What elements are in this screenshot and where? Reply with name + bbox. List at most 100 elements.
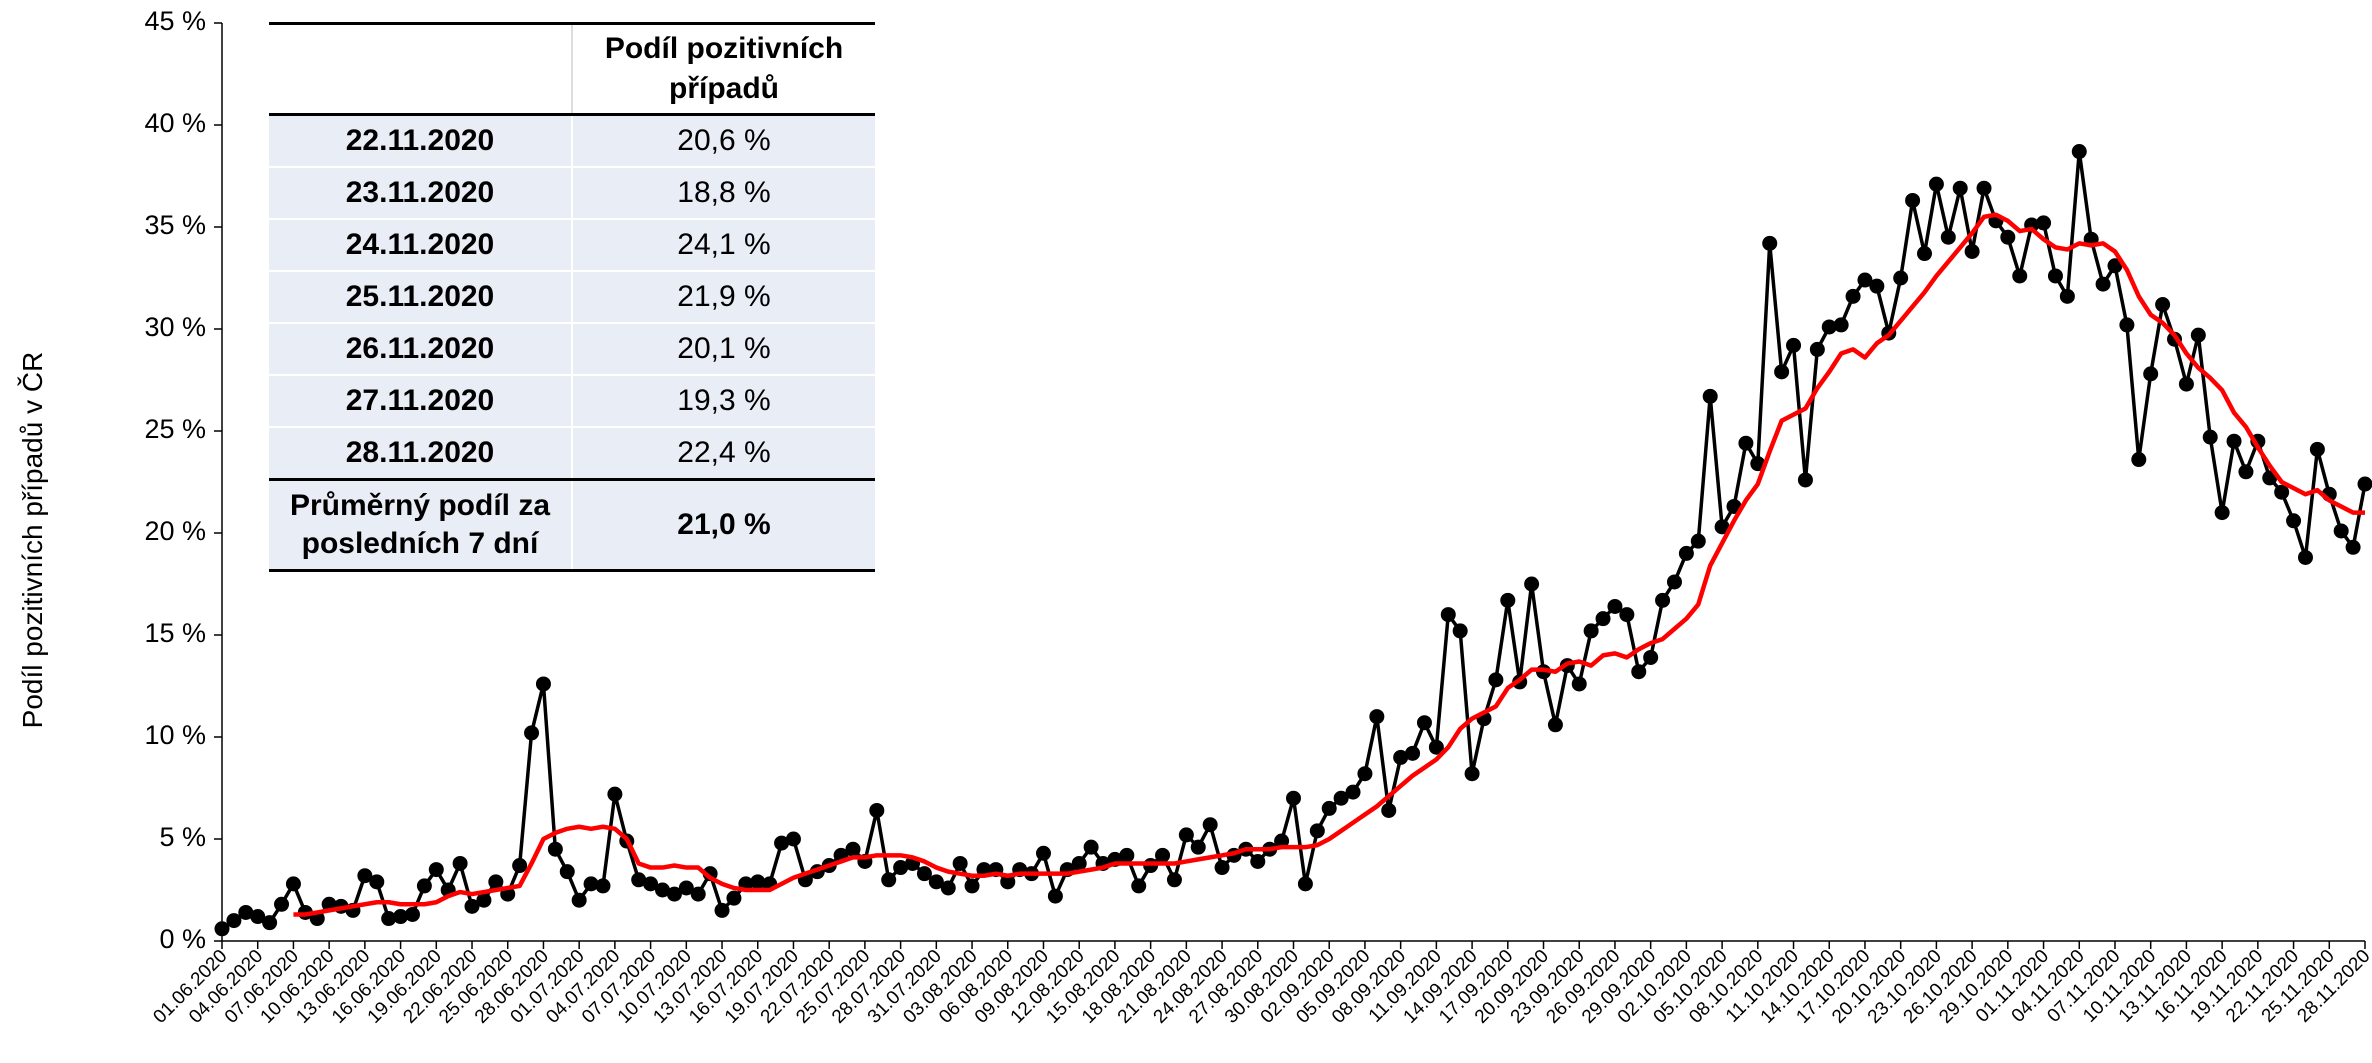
data-point xyxy=(285,876,301,892)
data-point xyxy=(1345,784,1361,800)
y-axis-label: Podíl pozitivních případů v ČR xyxy=(17,352,48,729)
data-point xyxy=(464,898,480,914)
y-tick-label: 40 % xyxy=(144,108,206,138)
data-point xyxy=(547,841,563,857)
data-point xyxy=(785,831,801,847)
data-point xyxy=(381,911,397,927)
value-cell: 24,1 % xyxy=(572,219,875,272)
data-point xyxy=(1083,839,1099,855)
data-point xyxy=(1857,272,1873,288)
data-point xyxy=(655,882,671,898)
data-point xyxy=(1321,800,1337,816)
data-point xyxy=(1357,766,1373,782)
data-point xyxy=(274,896,290,912)
data-point xyxy=(2071,144,2087,160)
data-point xyxy=(1666,574,1682,590)
data-point xyxy=(1309,823,1325,839)
summary-table: Podíl pozitivních případů 22.11.2020 20,6… xyxy=(269,22,875,572)
data-point xyxy=(2309,441,2325,457)
data-point xyxy=(2131,452,2147,468)
data-point xyxy=(428,862,444,878)
data-point xyxy=(1643,649,1659,665)
date-cell: 28.11.2020 xyxy=(269,427,573,481)
header-cell xyxy=(269,22,573,116)
value-cell: 22,4 % xyxy=(572,427,875,481)
data-point xyxy=(1786,337,1802,353)
data-point xyxy=(690,886,706,902)
date-cell: 22.11.2020 xyxy=(269,114,573,168)
data-point xyxy=(845,841,861,857)
data-point xyxy=(1964,243,1980,259)
data-point xyxy=(1500,592,1516,608)
data-point xyxy=(1916,246,1932,262)
y-tick-label: 25 % xyxy=(144,414,206,444)
data-point xyxy=(404,906,420,922)
data-point xyxy=(1488,672,1504,688)
data-point xyxy=(881,872,897,888)
data-point xyxy=(1583,623,1599,639)
data-point xyxy=(774,835,790,851)
footer-cell: 21,0 % xyxy=(572,478,875,572)
data-point xyxy=(583,876,599,892)
data-point xyxy=(893,860,909,876)
series-line xyxy=(293,212,2365,917)
data-point xyxy=(1428,739,1444,755)
data-point xyxy=(1976,180,1992,196)
table-row: 22.11.2020 20,6 % xyxy=(269,114,875,168)
data-point xyxy=(1678,545,1694,561)
data-point xyxy=(2143,366,2159,382)
table-header: Podíl pozitivních případů xyxy=(269,22,875,116)
data-point xyxy=(726,890,742,906)
data-point xyxy=(1286,790,1301,806)
data-point xyxy=(1774,364,1790,380)
data-point xyxy=(1250,853,1266,869)
data-point xyxy=(559,864,575,880)
data-point xyxy=(1940,229,1956,245)
data-point xyxy=(393,909,409,925)
data-point xyxy=(524,725,540,741)
data-point xyxy=(1190,839,1206,855)
data-point xyxy=(1178,827,1194,843)
data-point xyxy=(1464,766,1480,782)
data-point xyxy=(631,872,647,888)
data-point xyxy=(1631,664,1647,680)
data-point xyxy=(2012,268,2028,284)
data-point xyxy=(1809,341,1825,357)
data-point xyxy=(1952,180,1968,196)
data-point xyxy=(1821,319,1837,335)
data-point xyxy=(1071,855,1087,871)
data-point xyxy=(2059,288,2075,304)
value-cell: 18,8 % xyxy=(572,167,875,220)
data-point xyxy=(2107,258,2123,274)
data-point xyxy=(1797,472,1813,488)
data-point xyxy=(1333,790,1349,806)
table-row: 28.11.2020 22,4 % xyxy=(269,427,875,481)
data-point xyxy=(750,874,766,890)
data-point xyxy=(1893,270,1909,286)
date-cell: 25.11.2020 xyxy=(269,271,573,324)
data-point xyxy=(238,904,254,920)
data-point xyxy=(1452,623,1468,639)
y-tick-label: 10 % xyxy=(144,720,206,750)
data-point xyxy=(1655,592,1671,608)
data-point xyxy=(595,878,611,894)
data-point xyxy=(452,855,468,871)
y-tick-label: 45 % xyxy=(144,6,206,36)
data-point xyxy=(1000,874,1016,890)
data-point xyxy=(1035,845,1051,861)
data-point xyxy=(2036,215,2052,231)
data-point xyxy=(2357,476,2372,492)
value-cell: 21,9 % xyxy=(572,271,875,324)
data-point xyxy=(1714,519,1730,535)
data-point xyxy=(357,868,373,884)
table-row: 24.11.2020 24,1 % xyxy=(269,219,875,272)
data-point xyxy=(1381,802,1397,818)
table-row: 23.11.2020 18,8 % xyxy=(269,167,875,220)
data-point xyxy=(869,802,885,818)
data-point xyxy=(476,892,492,908)
date-cell: 24.11.2020 xyxy=(269,219,573,272)
data-point xyxy=(1619,607,1635,623)
data-point xyxy=(1416,715,1432,731)
data-point xyxy=(643,876,659,892)
